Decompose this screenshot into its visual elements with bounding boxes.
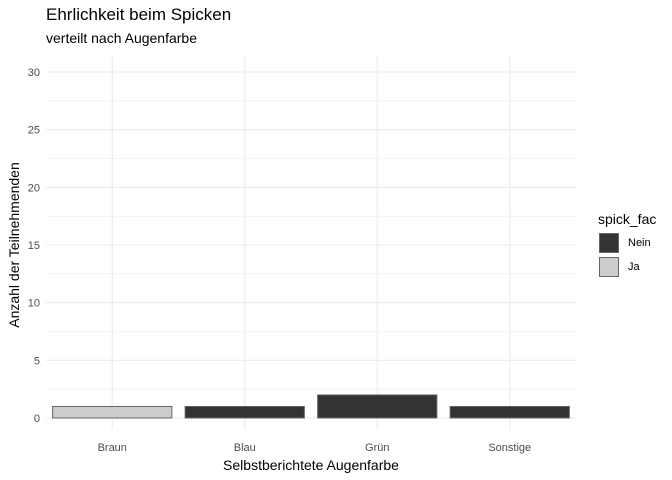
bar-nein-sonstige	[449, 405, 570, 419]
y-tick-label: 15	[28, 240, 40, 252]
legend-key-ja	[599, 257, 619, 277]
x-axis-label: Selbstberichtete Augenfarbe	[223, 457, 399, 473]
y-tick-label: 5	[34, 355, 40, 367]
y-tick-label: 30	[28, 67, 40, 79]
legend-key-nein	[599, 233, 619, 253]
chart-title: Ehrlichkeit beim Spicken	[46, 5, 232, 24]
y-axis-label: Anzahl der Teilnehmenden	[6, 162, 22, 328]
y-tick-label: 0	[34, 413, 40, 425]
legend-title: spick_fac	[598, 211, 657, 227]
x-tick-label: Sonstige	[488, 442, 531, 454]
bar-ja-braun	[52, 405, 173, 419]
x-tick-label: Braun	[98, 442, 127, 454]
legend-label-nein: Nein	[628, 237, 651, 249]
x-tick-label: Grün	[365, 442, 389, 454]
y-tick-label: 25	[28, 125, 40, 137]
legend-label-ja: Ja	[628, 261, 640, 273]
x-tick-label: Blau	[234, 442, 256, 454]
y-tick-label: 20	[28, 182, 40, 194]
bar-nein-grün	[317, 394, 438, 419]
y-tick-label: 10	[28, 298, 40, 310]
bar-nein-blau	[184, 405, 305, 419]
chart-subtitle: verteilt nach Augenfarbe	[46, 30, 197, 46]
